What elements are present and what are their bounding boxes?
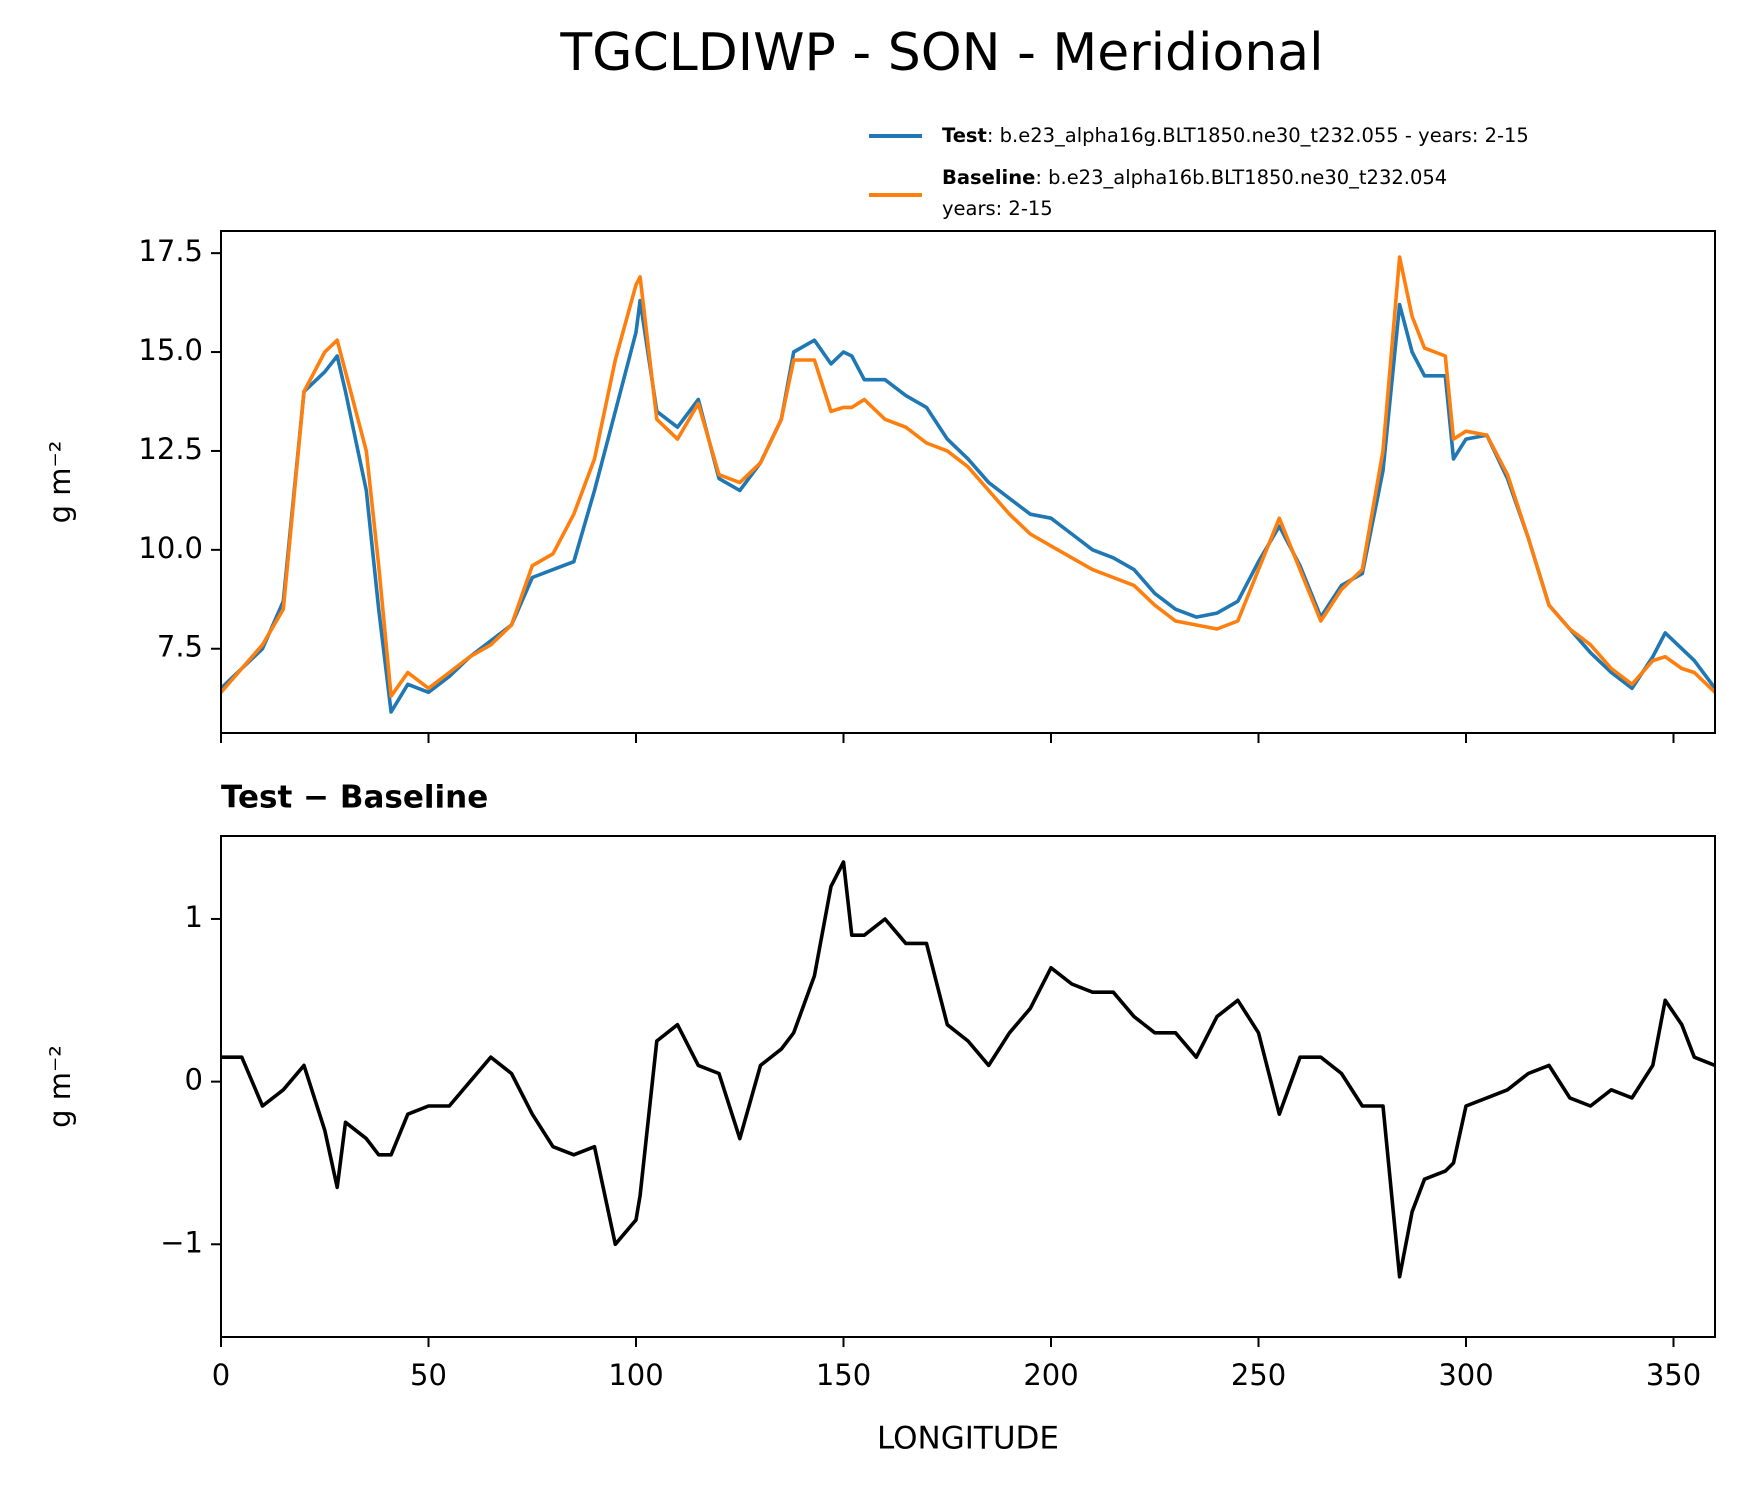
x-axis-label: LONGITUDE: [877, 1421, 1059, 1457]
legend-name: Test: [942, 124, 987, 147]
legend-label: years: 2-15: [942, 197, 1053, 220]
y-tick-label: 15.0: [138, 333, 203, 367]
y-tick-label: 12.5: [138, 432, 203, 466]
y-axis-label: g m⁻²: [43, 441, 77, 524]
data-line: [221, 255, 1715, 698]
legend-label: Baseline: b.e23_alpha16b.BLT1850.ne30_t2…: [942, 166, 1447, 189]
y-tick-label: 7.5: [157, 630, 203, 664]
data-line: [221, 298, 1715, 714]
y-axis-label: g m⁻²: [43, 1045, 77, 1128]
x-tick-label: 300: [1438, 1358, 1493, 1392]
x-tick-label: 200: [1023, 1358, 1078, 1392]
y-tick-label: 10.0: [138, 531, 203, 565]
axes-frame: [220, 230, 1716, 734]
legend-description: years: 2-15: [942, 197, 1053, 220]
x-tick-label: 350: [1646, 1358, 1701, 1392]
data-line: [221, 860, 1715, 1279]
axes-frame: [220, 835, 1716, 1338]
y-tick-label: 0: [185, 1063, 203, 1097]
y-tick-label: 1: [185, 900, 203, 934]
y-tick-label: 17.5: [138, 234, 203, 268]
figure-title: TGCLDIWP - SON - Meridional: [559, 23, 1323, 83]
x-tick-label: 0: [212, 1358, 230, 1392]
x-tick-label: 150: [816, 1358, 871, 1392]
x-tick-label: 250: [1231, 1358, 1286, 1392]
legend-description: : b.e23_alpha16b.BLT1850.ne30_t232.054: [1035, 166, 1447, 189]
x-tick-label: 100: [608, 1358, 663, 1392]
legend-name: Baseline: [942, 166, 1035, 189]
x-tick-label: 50: [410, 1358, 447, 1392]
legend-description: : b.e23_alpha16g.BLT1850.ne30_t232.055 -…: [987, 124, 1529, 147]
panel-title: Test − Baseline: [221, 780, 488, 816]
y-tick-label: −1: [160, 1225, 203, 1259]
legend-label: Test: b.e23_alpha16g.BLT1850.ne30_t232.0…: [942, 124, 1529, 147]
